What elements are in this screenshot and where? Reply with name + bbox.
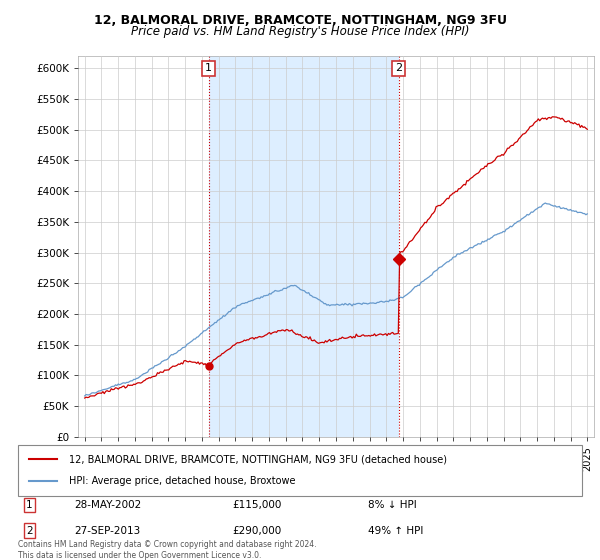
Bar [209, 56, 399, 437]
Text: 2: 2 [26, 525, 32, 535]
Text: 12, BALMORAL DRIVE, BRAMCOTE, NOTTINGHAM, NG9 3FU: 12, BALMORAL DRIVE, BRAMCOTE, NOTTINGHAM… [94, 14, 506, 27]
Text: 28-MAY-2002: 28-MAY-2002 [74, 501, 142, 510]
Text: 49% ↑ HPI: 49% ↑ HPI [368, 525, 423, 535]
Text: Contains HM Land Registry data © Crown copyright and database right 2024.
This d: Contains HM Land Registry data © Crown c… [18, 540, 317, 560]
Text: 27-SEP-2013: 27-SEP-2013 [74, 525, 140, 535]
Text: £290,000: £290,000 [232, 525, 281, 535]
Text: 8% ↓ HPI: 8% ↓ HPI [368, 501, 416, 510]
Text: £115,000: £115,000 [232, 501, 281, 510]
Text: 2: 2 [395, 63, 403, 73]
Text: HPI: Average price, detached house, Broxtowe: HPI: Average price, detached house, Brox… [69, 477, 295, 487]
Text: 1: 1 [26, 501, 32, 510]
FancyBboxPatch shape [18, 445, 582, 496]
Text: 1: 1 [205, 63, 212, 73]
Text: Price paid vs. HM Land Registry's House Price Index (HPI): Price paid vs. HM Land Registry's House … [131, 25, 469, 38]
Text: 12, BALMORAL DRIVE, BRAMCOTE, NOTTINGHAM, NG9 3FU (detached house): 12, BALMORAL DRIVE, BRAMCOTE, NOTTINGHAM… [69, 454, 447, 464]
